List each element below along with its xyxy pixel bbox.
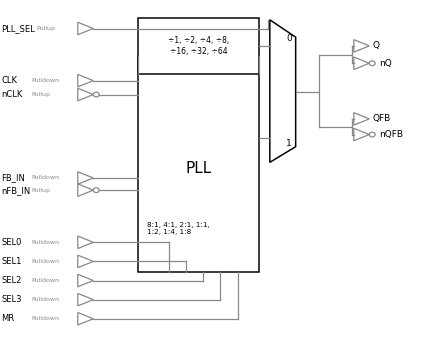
- Text: 0: 0: [286, 35, 292, 43]
- Text: 1: 1: [286, 139, 292, 148]
- Text: Pulldown: Pulldown: [32, 316, 60, 321]
- Text: nFB_IN: nFB_IN: [2, 186, 31, 195]
- Text: Pulldown: Pulldown: [32, 176, 60, 180]
- Text: PLL_SEL: PLL_SEL: [2, 24, 35, 33]
- Text: PLL: PLL: [186, 161, 212, 176]
- Text: Pulldown: Pulldown: [32, 78, 60, 83]
- Text: Q: Q: [373, 42, 380, 50]
- Text: ÷1, ÷2, ÷4, ÷8,
÷16, ÷32, ÷64: ÷1, ÷2, ÷4, ÷8, ÷16, ÷32, ÷64: [168, 36, 229, 55]
- Text: Pullup: Pullup: [36, 26, 55, 31]
- Text: nCLK: nCLK: [2, 90, 23, 99]
- Text: Pullup: Pullup: [32, 92, 51, 97]
- Bar: [139, 18, 259, 74]
- Bar: [139, 56, 259, 272]
- Text: QFB: QFB: [373, 114, 391, 124]
- Text: nQFB: nQFB: [378, 130, 403, 139]
- Text: Pulldown: Pulldown: [32, 297, 60, 302]
- Text: Pullup: Pullup: [32, 188, 51, 193]
- Text: Pulldown: Pulldown: [32, 278, 60, 283]
- Text: SEL0: SEL0: [2, 238, 22, 247]
- Text: Pulldown: Pulldown: [32, 259, 60, 264]
- Text: nQ: nQ: [378, 59, 391, 68]
- Text: CLK: CLK: [2, 76, 18, 85]
- Text: SEL2: SEL2: [2, 276, 22, 285]
- Text: MR: MR: [2, 314, 15, 323]
- Text: Pulldown: Pulldown: [32, 240, 60, 245]
- Text: FB_IN: FB_IN: [2, 173, 25, 183]
- Text: SEL3: SEL3: [2, 295, 22, 304]
- Text: 8:1, 4:1, 2:1, 1:1,
1:2, 1:4, 1:8: 8:1, 4:1, 2:1, 1:1, 1:2, 1:4, 1:8: [147, 222, 210, 235]
- Text: SEL1: SEL1: [2, 257, 22, 266]
